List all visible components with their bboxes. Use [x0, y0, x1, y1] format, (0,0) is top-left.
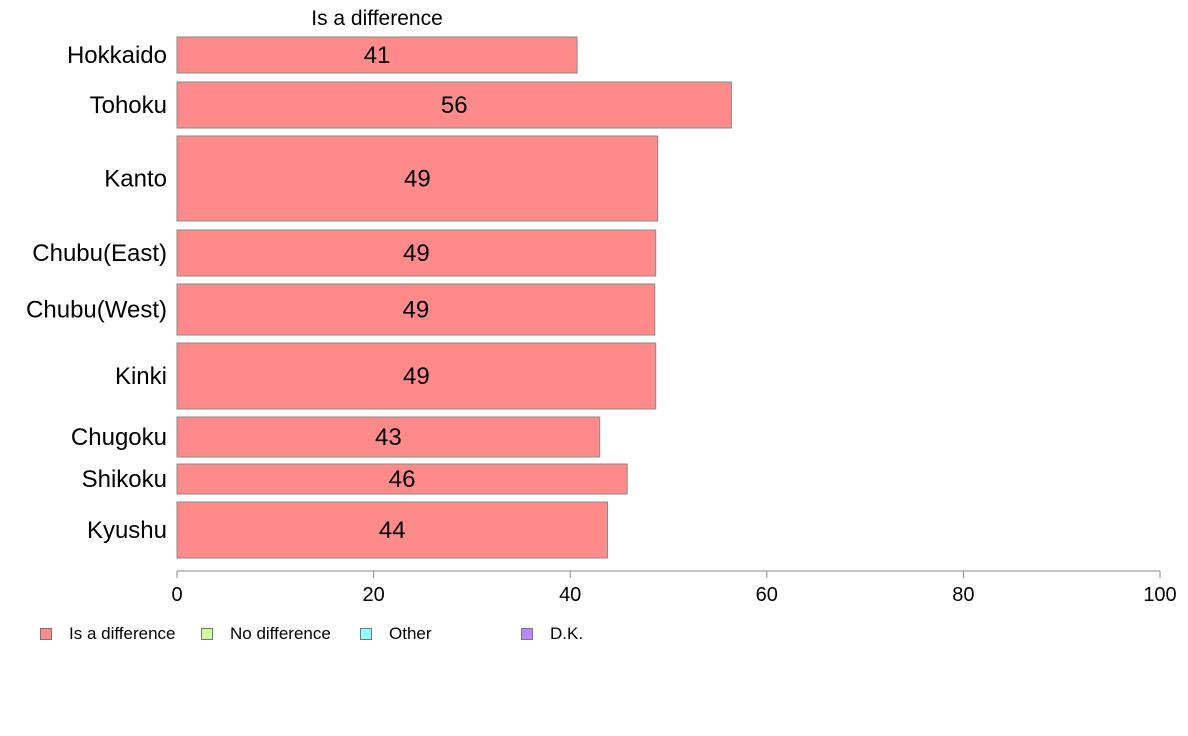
- bar-value-label: 41: [364, 42, 391, 69]
- bar-kanto: [176, 135, 659, 222]
- x-tick-label: 100: [1143, 584, 1176, 606]
- legend-label: D.K.: [550, 624, 584, 643]
- category-label: Chubu(West): [26, 297, 167, 324]
- legend-swatch-is-a-difference: [40, 628, 52, 640]
- category-label: Tohoku: [90, 92, 167, 119]
- bar-value-label: 44: [379, 517, 406, 544]
- x-tick-label: 40: [559, 584, 581, 606]
- bar-chubu-west: [176, 283, 656, 336]
- chart-title: Is a difference: [311, 7, 443, 30]
- legend-item-is-a-difference: Is a difference: [40, 624, 175, 644]
- bar-value-label: 49: [403, 297, 430, 324]
- legend-label: No difference: [230, 624, 331, 643]
- bar-value-label: 43: [375, 424, 402, 451]
- legend-swatch-dk: [521, 628, 533, 640]
- legend-item-no-difference: No difference: [201, 624, 331, 644]
- bar-value-label: 49: [404, 166, 431, 193]
- bar-chubu-east: [176, 229, 657, 277]
- category-label: Chubu(East): [32, 240, 167, 267]
- bar-value-label: 56: [441, 92, 468, 119]
- x-tick-label: 20: [362, 584, 384, 606]
- x-tick-label: 0: [171, 584, 182, 606]
- bar-hokkaido: [176, 36, 578, 74]
- bar-kinki: [176, 342, 657, 410]
- category-label: Kanto: [104, 166, 167, 193]
- category-label: Chugoku: [71, 424, 167, 451]
- category-label: Hokkaido: [67, 42, 167, 69]
- bar-value-label: 49: [403, 240, 430, 267]
- category-label: Kinki: [115, 363, 167, 390]
- legend-label: Is a difference: [69, 624, 176, 643]
- bar-value-label: 49: [403, 363, 430, 390]
- legend-item-other: Other: [360, 624, 432, 644]
- legend-swatch-no-difference: [201, 628, 213, 640]
- category-label: Kyushu: [87, 517, 167, 544]
- x-tick-label: 80: [952, 584, 974, 606]
- bar-value-label: 46: [389, 466, 416, 493]
- legend-swatch-other: [360, 628, 372, 640]
- bar-shikoku: [176, 463, 628, 495]
- legend-label: Other: [389, 624, 432, 643]
- bar-chugoku: [176, 416, 601, 458]
- bar-tohoku: [176, 81, 732, 129]
- bar-kyushu: [176, 501, 609, 559]
- x-tick-label: 60: [756, 584, 778, 606]
- category-label: Shikoku: [82, 466, 167, 493]
- legend-item-dk: D.K.: [521, 624, 583, 644]
